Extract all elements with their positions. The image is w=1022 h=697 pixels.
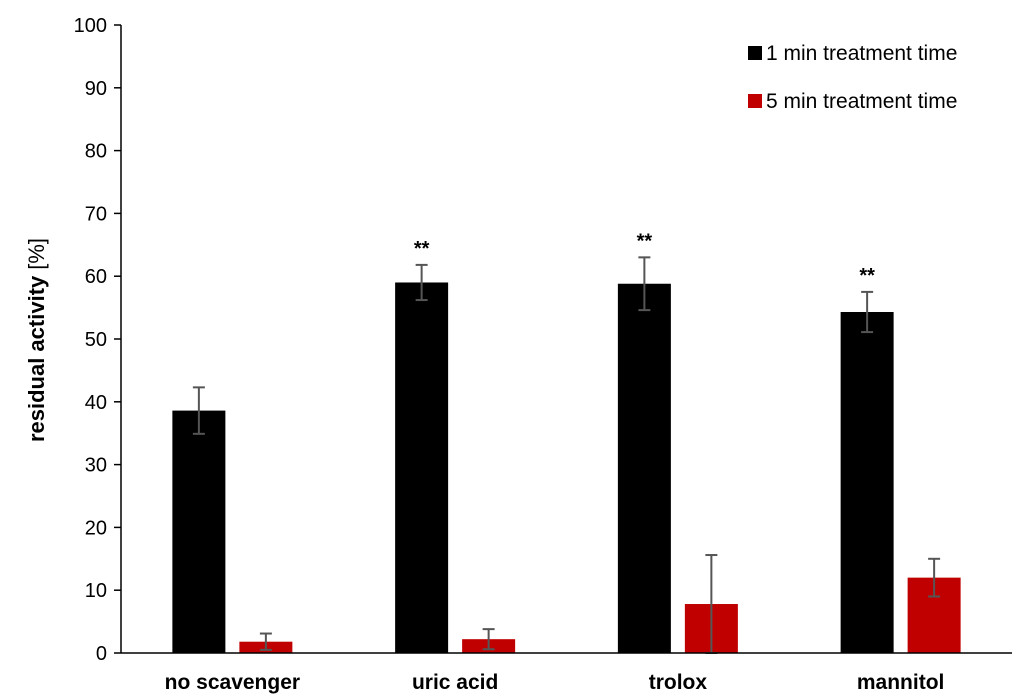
y-tick-label: 100 — [74, 15, 107, 37]
legend: 1 min treatment time 5 min treatment time — [748, 42, 957, 113]
bars — [172, 282, 961, 653]
y-axis-ticks: 0 10 20 30 40 50 60 70 80 90 100 — [74, 15, 121, 665]
x-category-label: mannitol — [857, 671, 945, 694]
y-axis-title-main: residual activity — [24, 275, 49, 442]
significance-marker: ** — [414, 238, 430, 260]
y-tick-label: 20 — [85, 517, 107, 539]
y-tick-label: 60 — [85, 266, 107, 288]
y-tick-label: 40 — [85, 392, 107, 414]
y-tick-label: 10 — [85, 580, 107, 602]
bar-1min-trolox — [617, 283, 671, 653]
significance-marker: ** — [859, 265, 875, 287]
y-tick-label: 90 — [85, 78, 107, 100]
bar-1min-uric-acid — [395, 282, 449, 653]
y-axis-title-unit: [%] — [24, 238, 49, 270]
error-bars — [192, 256, 941, 654]
bar-1min-no-scavenger — [172, 410, 226, 653]
y-tick-label: 70 — [85, 203, 107, 225]
x-category-label: uric acid — [412, 671, 498, 694]
x-category-label: trolox — [649, 671, 708, 694]
significance-marker: ** — [637, 230, 653, 252]
y-tick-label: 50 — [85, 329, 107, 351]
x-axis-categories: no scavenger uric acid trolox mannitol — [165, 671, 945, 694]
significance-markers: ** ** ** — [414, 230, 875, 287]
x-category-label: no scavenger — [165, 671, 300, 694]
bar-1min-mannitol — [840, 311, 894, 653]
legend-label: 5 min treatment time — [766, 90, 957, 113]
legend-swatch — [748, 94, 762, 108]
y-tick-label: 30 — [85, 455, 107, 477]
legend-label: 1 min treatment time — [766, 42, 957, 65]
axes — [120, 25, 1012, 654]
legend-swatch — [748, 46, 762, 60]
y-tick-label: 0 — [96, 643, 107, 665]
y-tick-label: 80 — [85, 141, 107, 163]
y-axis-title: residual activity [%] — [24, 238, 49, 442]
